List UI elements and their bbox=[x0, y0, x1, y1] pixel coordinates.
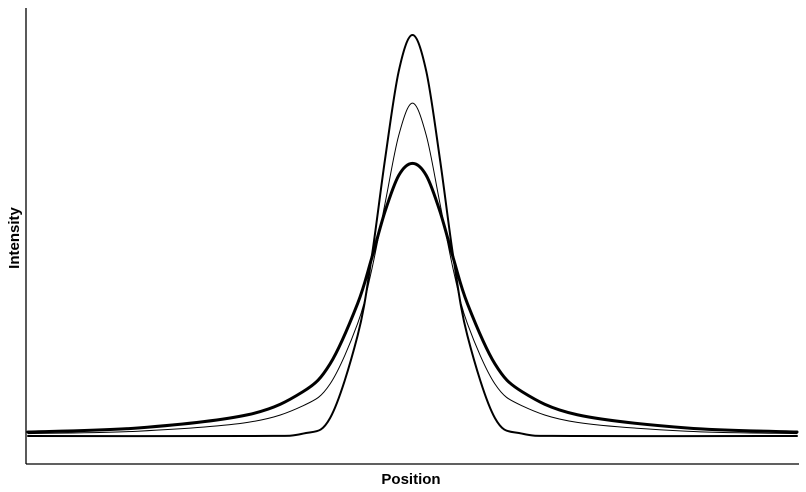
series-line-pseudo-voigt bbox=[27, 102, 798, 435]
series-line-lorentzian bbox=[26, 161, 799, 434]
y-axis-label: Intensity bbox=[6, 207, 23, 269]
x-axis-label: Position bbox=[381, 471, 440, 488]
plot-area bbox=[26, 34, 799, 438]
series-line-gaussian bbox=[27, 34, 798, 438]
